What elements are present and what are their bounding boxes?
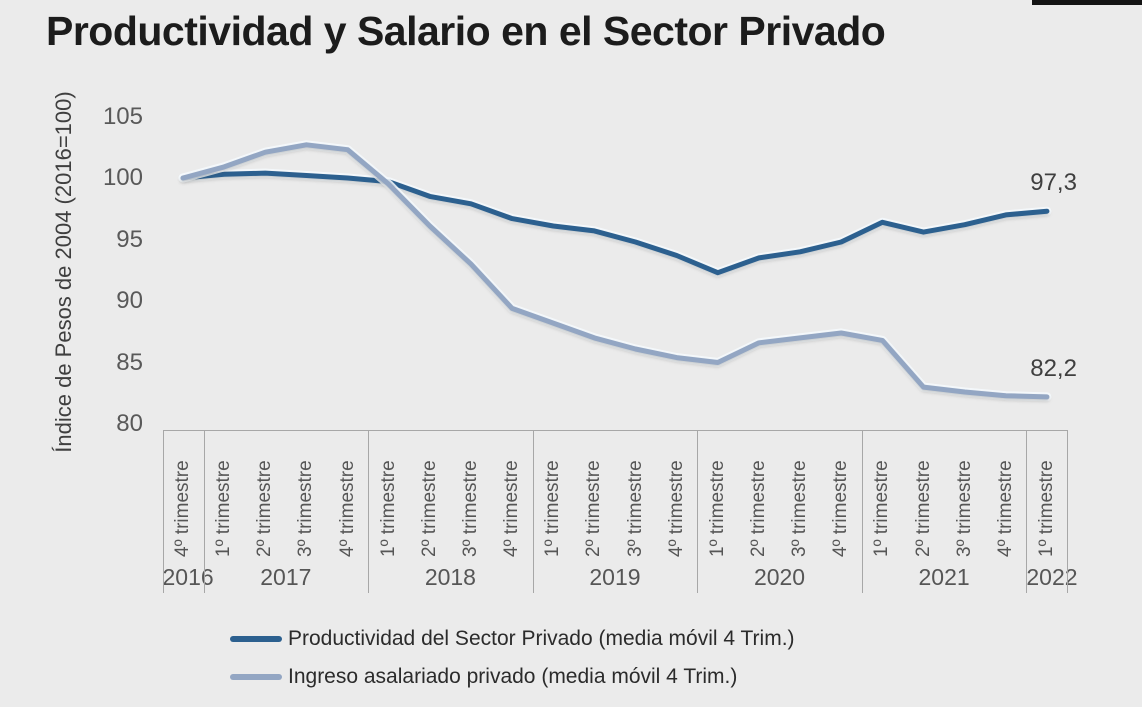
year-separator xyxy=(1067,430,1069,593)
year-label: 2019 xyxy=(589,564,641,590)
x-tick-label: 1º trimestre xyxy=(542,460,564,557)
series-line-1 xyxy=(180,142,1050,400)
data-label-ingreso: 82,2 xyxy=(1030,354,1077,382)
y-tick-label: 105 xyxy=(102,102,143,130)
series-halo xyxy=(178,168,1052,278)
x-tick-label: 2º trimestre xyxy=(254,460,276,557)
year-label: 2018 xyxy=(424,564,476,590)
chart-title: Productividad y Salario en el Sector Pri… xyxy=(46,8,886,54)
legend-label-productividad: Productividad del Sector Privado (media … xyxy=(288,627,795,650)
x-tick-label: 1º trimestre xyxy=(706,460,728,557)
y-tick-label: 90 xyxy=(116,287,143,314)
x-tick-label: 4º trimestre xyxy=(994,460,1016,557)
x-tick-label: 1º trimestre xyxy=(871,460,893,557)
year-separator xyxy=(368,430,370,593)
top-edge-artifact xyxy=(1032,0,1142,5)
year-label: 2022 xyxy=(1026,564,1078,590)
x-tick-label: 2º trimestre xyxy=(418,460,440,557)
x-tick-label: 1º trimestre xyxy=(213,460,235,557)
x-tick-label: 4º trimestre xyxy=(665,460,687,557)
year-label: 2021 xyxy=(918,564,970,590)
legend-item-ingreso: Ingreso asalariado privado (media móvil … xyxy=(230,658,795,696)
legend-swatch-ingreso-icon xyxy=(230,674,282,680)
x-tick-label: 3º trimestre xyxy=(295,460,317,557)
x-tick-label: 3º trimestre xyxy=(459,460,481,557)
year-separator xyxy=(162,430,164,593)
legend: Productividad del Sector Privado (media … xyxy=(230,620,795,696)
year-label: 2017 xyxy=(260,564,312,590)
x-tick-label: 4º trimestre xyxy=(172,460,193,557)
x-tick-label: 4º trimestre xyxy=(336,460,358,557)
y-tick-label: 85 xyxy=(116,348,143,376)
year-label: 2016 xyxy=(162,564,214,590)
y-tick-label: 95 xyxy=(116,225,143,253)
data-label-productividad: 97,3 xyxy=(1030,169,1077,197)
year-separator xyxy=(203,430,205,593)
x-tick-label: 1º trimestre xyxy=(377,460,399,557)
legend-label-ingreso: Ingreso asalariado privado (media móvil … xyxy=(288,665,738,688)
x-tick-label: 4º trimestre xyxy=(830,460,852,557)
year-separator xyxy=(1026,430,1028,593)
x-axis-line xyxy=(163,430,1067,431)
x-tick-label: 2º trimestre xyxy=(912,460,934,557)
x-tick-label: 1º trimestre xyxy=(1035,460,1057,557)
legend-item-productividad: Productividad del Sector Privado (media … xyxy=(230,620,795,658)
y-axis-title: Índice de Pesos de 2004 (2016=100) xyxy=(51,91,76,453)
year-label: 2020 xyxy=(753,564,806,590)
y-tick-label: 80 xyxy=(116,410,143,437)
legend-swatch-productividad-icon xyxy=(230,636,282,642)
x-tick-label: 2º trimestre xyxy=(747,460,769,557)
year-separator xyxy=(697,430,699,593)
series-halo xyxy=(178,140,1052,402)
x-tick-label: 3º trimestre xyxy=(953,460,975,557)
x-tick-label: 4º trimestre xyxy=(501,460,523,557)
x-tick-label: 3º trimestre xyxy=(624,460,646,557)
y-tick-label: 100 xyxy=(102,164,143,191)
year-separator xyxy=(532,430,534,593)
x-tick-label: 3º trimestre xyxy=(789,460,811,557)
year-separator xyxy=(861,430,863,593)
x-tick-label: 2º trimestre xyxy=(583,460,605,557)
series-line-0 xyxy=(180,170,1050,276)
